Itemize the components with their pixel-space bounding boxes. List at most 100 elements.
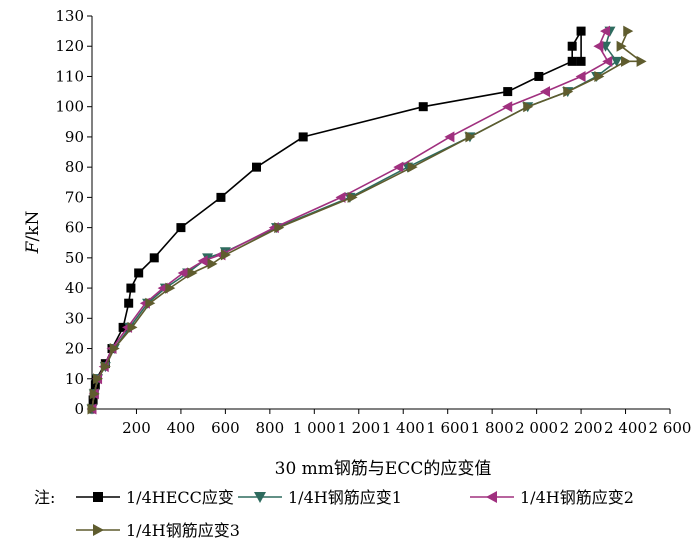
legend-item-4: 1/4H钢筋应变3: [76, 521, 240, 540]
series-1-point: [176, 223, 186, 233]
series-1: [87, 26, 586, 414]
series-4-point: [274, 222, 285, 234]
series-3-point: [177, 267, 188, 279]
series-3-point: [197, 255, 208, 267]
series-4-point: [594, 70, 605, 82]
legend-label: 1/4HECC应变: [126, 488, 234, 507]
axes: 0 10 20 30 40 50 60 70 80 90 100 110 120 130 200 400 600…: [55, 7, 691, 437]
y-tick-label: 120: [55, 37, 84, 55]
legend-item-3: 1/4H钢筋应变2: [470, 488, 634, 507]
y-tick-label: 110: [55, 67, 84, 85]
legend-prefix: 注:: [34, 488, 55, 507]
series-1-point: [252, 162, 262, 172]
y-axis-title-italic: F: [23, 240, 43, 254]
series-3-point: [393, 161, 404, 173]
y-tick-label: 70: [65, 188, 84, 206]
series-1-point: [216, 192, 226, 202]
series-3: [86, 25, 613, 415]
y-tick-label: 80: [65, 158, 84, 176]
x-tick-label: 2 200: [560, 419, 603, 437]
series-2-point: [611, 56, 623, 67]
series-4-point: [145, 297, 156, 309]
series-1-point: [567, 56, 577, 66]
y-tick-label: 40: [65, 279, 84, 297]
series-3-point: [502, 101, 513, 113]
x-tick-label: 400: [167, 419, 196, 437]
x-tick-label: 1 000: [293, 419, 336, 437]
series-4-point: [89, 388, 100, 400]
x-axis-title: 30 mm钢筋与ECC的应变值: [275, 459, 492, 479]
series-1-point: [124, 298, 134, 308]
series-3-point: [593, 40, 604, 52]
series-1-point: [567, 41, 577, 51]
series-1-point: [134, 268, 144, 278]
y-tick-label: 60: [65, 219, 84, 237]
x-tick-label: 800: [256, 419, 285, 437]
series-1-point: [576, 26, 586, 36]
series-4-point: [109, 343, 120, 355]
series-3-point: [575, 70, 586, 82]
series-4-line: [91, 30, 642, 410]
y-axis-title-unit: /kN: [23, 211, 43, 242]
series-1-point: [149, 253, 159, 263]
series-4-point: [87, 403, 98, 415]
legend: 注: 1/4HECC应变 1/4H钢筋应变1 1/4H钢筋应变2 1/4H钢筋应变3: [34, 488, 634, 540]
series-4-point: [636, 55, 647, 67]
x-tick-label: 1 800: [471, 419, 514, 437]
series-2-line: [91, 30, 618, 410]
series-3-point: [602, 55, 613, 67]
series-1-point: [576, 56, 586, 66]
series-4-point: [165, 282, 176, 294]
series-4-point: [207, 258, 218, 270]
x-tick-label: 2 000: [515, 419, 558, 437]
legend-marker: [254, 492, 266, 503]
series-4-point: [523, 101, 534, 113]
x-tick-label: 1 400: [382, 419, 425, 437]
series-1-point: [503, 87, 513, 97]
x-tick-label: 600: [211, 419, 240, 437]
series-3-line: [91, 30, 609, 410]
series-4-point: [187, 267, 198, 279]
y-tick-label: 90: [65, 128, 84, 146]
legend-label: 1/4H钢筋应变1: [288, 488, 402, 507]
y-tick-label: 20: [65, 340, 84, 358]
series-1-point: [90, 380, 100, 390]
series-4-point: [623, 25, 634, 37]
series-4-point: [347, 191, 358, 203]
y-axis-title: F/kN: [23, 211, 43, 255]
y-tick-label: 10: [65, 370, 84, 388]
series-4-point: [621, 55, 632, 67]
series-layer: [86, 25, 647, 415]
series-4-point: [127, 321, 138, 333]
legend-marker: [93, 524, 104, 536]
x-tick-label: 1 200: [337, 419, 380, 437]
series-4: [87, 25, 647, 415]
y-tick-label: 100: [55, 98, 84, 116]
series-4-point: [407, 161, 418, 173]
legend-label: 1/4H钢筋应变2: [520, 488, 634, 507]
y-tick-label: 130: [55, 7, 84, 25]
series-4-point: [220, 249, 231, 261]
legend-item-1: 1/4HECC应变: [76, 488, 234, 507]
x-tick-label: 1 600: [426, 419, 469, 437]
legend-marker: [93, 492, 103, 502]
legend-item-2: 1/4H钢筋应变1: [238, 488, 402, 507]
series-1-point: [418, 102, 428, 112]
y-tick-label: 0: [74, 400, 84, 418]
series-4-point: [563, 86, 574, 98]
series-3-point: [444, 131, 455, 143]
x-tick-label: 2 400: [604, 419, 647, 437]
x-tick-label: 2 600: [649, 419, 692, 437]
series-4-point: [100, 361, 111, 373]
series-4-point: [93, 373, 104, 385]
series-1-point: [298, 132, 308, 142]
series-3-point: [600, 25, 611, 37]
series-4-point: [616, 40, 627, 52]
series-3-point: [540, 86, 551, 98]
series-1-point: [534, 71, 544, 81]
legend-label: 1/4H钢筋应变3: [126, 521, 240, 540]
series-1-point: [126, 283, 136, 293]
y-tick-label: 30: [65, 309, 84, 327]
series-3-point: [335, 191, 346, 203]
